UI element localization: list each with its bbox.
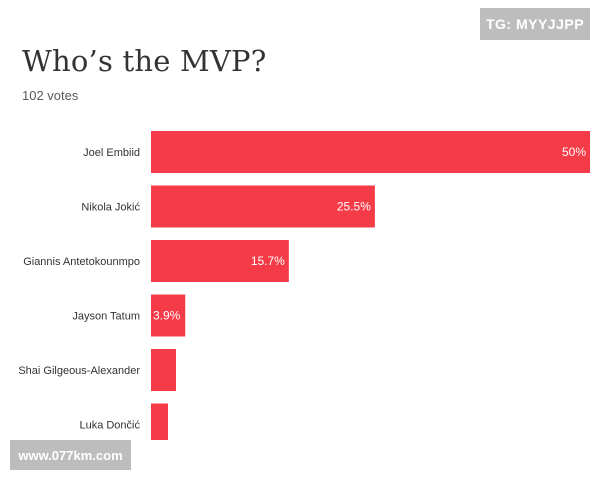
bar-5 xyxy=(151,403,168,440)
vote-count: 102 votes xyxy=(22,88,79,103)
bar-0 xyxy=(151,131,590,173)
poll-title: Who’s the MVP? xyxy=(22,44,267,78)
bar-4 xyxy=(151,349,176,391)
value-label-0: 50% xyxy=(562,145,586,159)
value-label-3: 3.9% xyxy=(153,309,181,323)
category-label-2: Giannis Antetokounmpo xyxy=(23,256,140,268)
bar-3 xyxy=(151,294,186,337)
category-label-5: Luka Dončić xyxy=(79,420,140,432)
bar-1 xyxy=(151,185,375,228)
value-label-1: 25.5% xyxy=(337,200,371,214)
bar-2 xyxy=(151,240,289,282)
telegram-tag: TG: MYYJJPP xyxy=(480,8,590,40)
value-label-2: 15.7% xyxy=(251,254,285,268)
category-label-0: Joel Embiid xyxy=(83,147,140,159)
category-label-4: Shai Gilgeous-Alexander xyxy=(18,365,140,377)
poll-results-chart: Joel Embiid 50% Nikola Jokić 25.5% Giannis A… xyxy=(18,131,590,440)
category-label-1: Nikola Jokić xyxy=(81,202,140,214)
website-watermark: www.077km.com xyxy=(10,440,131,470)
category-label-3: Jayson Tatum xyxy=(72,311,140,323)
